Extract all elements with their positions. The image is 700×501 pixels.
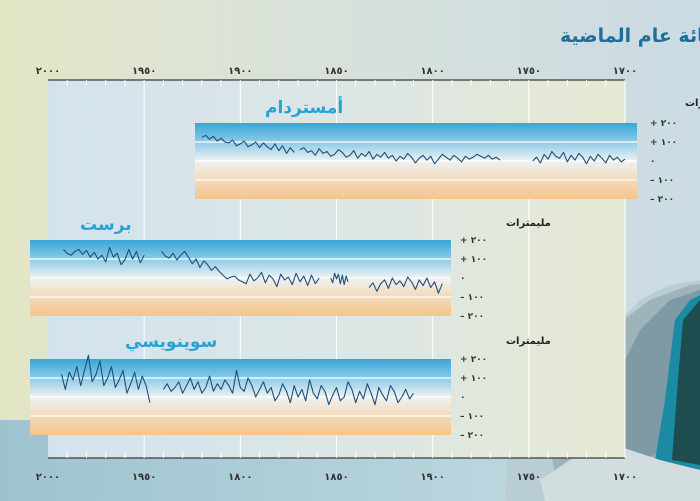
bottom-x-tick-label: ١٩٠٠ bbox=[420, 472, 444, 483]
y-tick-label: + ٢٠٠ bbox=[460, 355, 487, 365]
series-line-segment bbox=[299, 147, 501, 165]
bottom-x-tick-labels: ٢٠٠٠ ١٩٥٠ ١٨٠٠ ١٨٥٠ ١٩٠٠ ١٧٥٠ ١٧٠٠ bbox=[36, 472, 637, 483]
bottom-x-tick-label: ١٩٥٠ bbox=[132, 472, 156, 483]
top-x-tick-label: ١٨٠٠ bbox=[420, 66, 444, 77]
top-x-tick-label: ١٧٠٠ bbox=[613, 66, 637, 77]
bottom-x-tick-label: ١٧٠٠ bbox=[613, 472, 637, 483]
series-line-segment bbox=[60, 354, 151, 403]
y-tick-label: ٠ bbox=[460, 274, 466, 284]
bottom-x-tick-label: ١٧٥٠ bbox=[517, 472, 541, 483]
y-tick-label: – ١٠٠ bbox=[650, 176, 674, 186]
bottom-x-tick-label: ١٨٥٠ bbox=[324, 472, 348, 483]
top-x-tick-label: ١٨٥٠ bbox=[324, 66, 348, 77]
y-unit-label: مليمترات bbox=[685, 98, 700, 109]
chart-title: مستوى سطح البحر النسبي خلال الثلاثمائة ع… bbox=[560, 25, 700, 47]
top-x-tick-labels: ٢٠٠٠ ١٩٥٠ ١٩٠٠ ١٨٥٠ ١٨٠٠ ١٧٥٠ ١٧٠٠ bbox=[36, 66, 637, 77]
station-name: برست bbox=[80, 215, 132, 235]
y-tick-label: – ٢٠٠ bbox=[460, 312, 484, 322]
y-tick-label: + ٢٠٠ bbox=[460, 236, 487, 246]
top-x-tick-label: ١٧٥٠ bbox=[517, 66, 541, 77]
top-x-tick-label: ٢٠٠٠ bbox=[36, 66, 60, 77]
series-line-segment bbox=[368, 276, 443, 294]
y-tick-label: – ٢٠٠ bbox=[460, 431, 484, 441]
bottom-x-tick-label: ١٨٠٠ bbox=[228, 472, 252, 483]
series-line-segment bbox=[162, 369, 414, 406]
top-x-tick-label: ١٩٠٠ bbox=[228, 66, 252, 77]
y-tick-label: ٠ bbox=[650, 157, 656, 167]
bottom-x-tick-label: ٢٠٠٠ bbox=[36, 472, 60, 483]
y-tick-label: + ١٠٠ bbox=[460, 255, 487, 265]
y-tick-label: + ١٠٠ bbox=[650, 138, 677, 148]
panel-2: + ٢٠٠ + ١٠٠ ٠ – ١٠٠ – ٢٠٠ مليمترات سوينويسي bbox=[30, 332, 551, 441]
y-unit-label: مليمترات bbox=[506, 218, 551, 229]
y-tick-label: ٠ bbox=[460, 393, 466, 403]
panel-0: + ٢٠٠ + ١٠٠ ٠ – ١٠٠ – ٢٠٠ مليمترات أمستردام bbox=[195, 96, 700, 205]
y-tick-label: + ١٠٠ bbox=[460, 374, 487, 384]
series-line-segment bbox=[161, 250, 320, 288]
panel-1: + ٢٠٠ + ١٠٠ ٠ – ١٠٠ – ٢٠٠ مليمترات برست bbox=[30, 215, 551, 322]
series-line-segment bbox=[201, 134, 295, 154]
y-unit-label: مليمترات bbox=[506, 336, 551, 347]
station-name: أمستردام bbox=[265, 96, 343, 118]
series-line-segment bbox=[330, 272, 349, 286]
y-tick-label: – ١٠٠ bbox=[460, 412, 484, 422]
top-x-tick-label: ١٩٥٠ bbox=[132, 66, 156, 77]
station-name: سوينويسي bbox=[125, 332, 217, 352]
y-tick-label: – ١٠٠ bbox=[460, 293, 484, 303]
series-line-segment bbox=[532, 150, 626, 165]
y-tick-label: – ٢٠٠ bbox=[650, 195, 674, 205]
y-tick-label: + ٢٠٠ bbox=[650, 119, 677, 129]
series-line-segment bbox=[63, 247, 145, 266]
